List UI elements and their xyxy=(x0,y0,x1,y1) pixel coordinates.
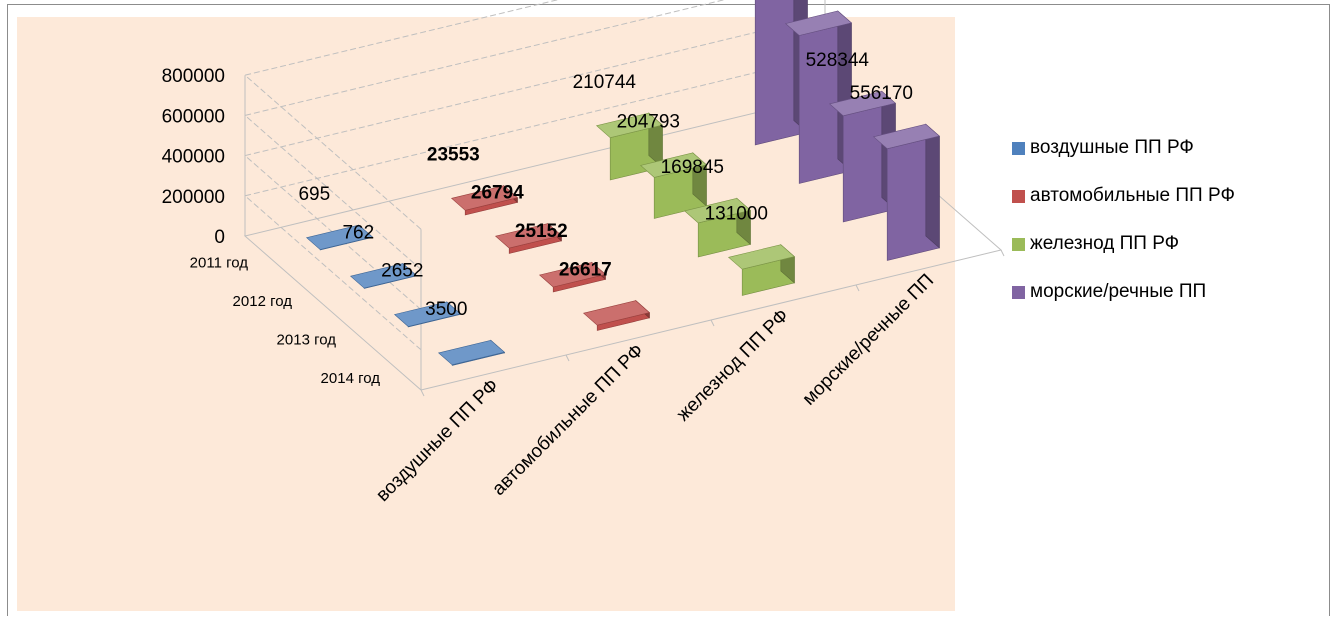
legend-swatch-air xyxy=(1012,141,1025,155)
legend-swatch-sea xyxy=(1012,285,1025,299)
data-label: 528344 xyxy=(806,50,870,71)
x-tick xyxy=(565,354,570,362)
y-tick-label: 600000 xyxy=(162,106,225,127)
legend-item-rail: железнод ПП РФ xyxy=(1012,232,1235,256)
data-label: 23553 xyxy=(427,144,480,165)
legend-label-sea: морские/речные ПП xyxy=(1030,281,1207,302)
series-axis-label: 2014 год xyxy=(321,370,381,387)
x-tick-label-rail: железнод ПП РФ xyxy=(673,305,793,425)
x-tick xyxy=(420,389,425,397)
legend-label-auto: автомобильные ПП РФ xyxy=(1030,185,1235,206)
data-label: 25152 xyxy=(515,221,568,242)
x-tick xyxy=(1000,249,1005,257)
gridline xyxy=(243,0,559,230)
bar-air-4 xyxy=(437,339,506,366)
legend-swatch-rail xyxy=(1012,237,1025,251)
bar-sea-4 xyxy=(872,123,941,261)
bar-auto-2 xyxy=(494,222,563,254)
series-axis-label: 2012 год xyxy=(233,293,293,310)
bar-rail-3 xyxy=(683,197,752,258)
data-label: 169845 xyxy=(661,157,724,178)
legend-swatch-auto xyxy=(1012,189,1025,203)
data-label: 26794 xyxy=(471,182,524,203)
y-tick-label: 400000 xyxy=(162,147,225,168)
gridline xyxy=(243,15,826,310)
y-tick-label: 800000 xyxy=(162,66,225,87)
legend-item-air: воздушные ПП РФ xyxy=(1012,136,1235,160)
gridline xyxy=(243,55,826,351)
bar-air-1 xyxy=(305,224,374,251)
x-tick xyxy=(855,284,860,292)
bar-auto-4 xyxy=(582,299,651,331)
bar-rail-4 xyxy=(727,244,796,296)
bar-rail-2 xyxy=(639,152,708,219)
data-label: 3500 xyxy=(425,299,467,320)
data-label: 204793 xyxy=(617,112,680,133)
data-label: 556170 xyxy=(850,83,913,104)
bar-auto-1 xyxy=(450,185,519,216)
bar-sea-2 xyxy=(784,10,853,184)
data-label: 210744 xyxy=(573,72,637,93)
series-axis-label: 2011 год xyxy=(190,254,249,271)
bar-air-3 xyxy=(393,301,462,328)
y-tick-label: 200000 xyxy=(162,187,225,208)
gridline xyxy=(243,0,726,270)
bar-air-2 xyxy=(349,262,418,289)
x-tick xyxy=(710,319,715,327)
data-label: 131000 xyxy=(705,203,768,224)
legend-label-rail: железнод ПП РФ xyxy=(1030,233,1180,254)
x-tick-label-air: воздушные ПП РФ xyxy=(372,375,503,506)
data-label: 26617 xyxy=(559,259,612,280)
legend-item-sea: морские/речные ПП xyxy=(1012,280,1235,304)
series-axis-label: 2013 год xyxy=(277,331,337,348)
legend-item-auto: автомобильные ПП РФ xyxy=(1012,184,1235,208)
data-label: 2652 xyxy=(381,261,423,282)
x-tick-label-auto: автомобильные ПП РФ xyxy=(488,340,648,500)
data-label: 695 xyxy=(298,184,330,205)
x-tick-label-sea: морские/речные ПП xyxy=(799,270,938,409)
legend: воздушные ПП РФ автомобильные ПП РФ желе… xyxy=(1012,136,1235,328)
data-label: 762 xyxy=(342,223,374,244)
y-tick-label: 0 xyxy=(214,227,225,248)
legend-label-air: воздушные ПП РФ xyxy=(1030,137,1194,158)
bar-auto-3 xyxy=(538,261,607,293)
